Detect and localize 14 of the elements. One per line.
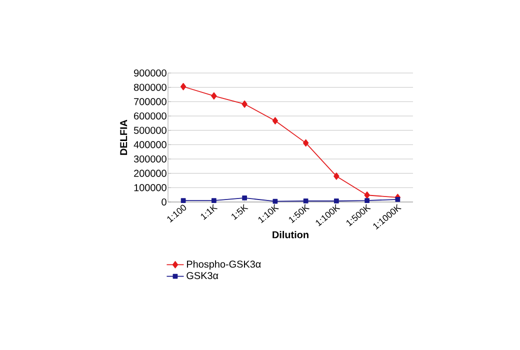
y-tick-label: 500000 bbox=[134, 126, 166, 134]
y-tick-label: 600000 bbox=[134, 112, 166, 120]
y-tick-label: 700000 bbox=[134, 98, 166, 106]
y-tick-label: 900000 bbox=[134, 69, 166, 77]
x-axis-title: Dilution bbox=[272, 230, 308, 238]
y-tick-label: 0 bbox=[162, 198, 166, 206]
y-tick-label: 300000 bbox=[134, 155, 166, 163]
y-tick-label: 400000 bbox=[134, 141, 166, 148]
y-tick-label: 100000 bbox=[134, 184, 166, 192]
y-tick-label: 800000 bbox=[134, 84, 166, 91]
y-axis-title: DELFIA bbox=[120, 120, 128, 155]
y-tick-label: 200000 bbox=[134, 170, 166, 177]
legend-label: GSK3α bbox=[186, 272, 218, 280]
legend-label: Phospho-GSK3α bbox=[187, 260, 261, 270]
